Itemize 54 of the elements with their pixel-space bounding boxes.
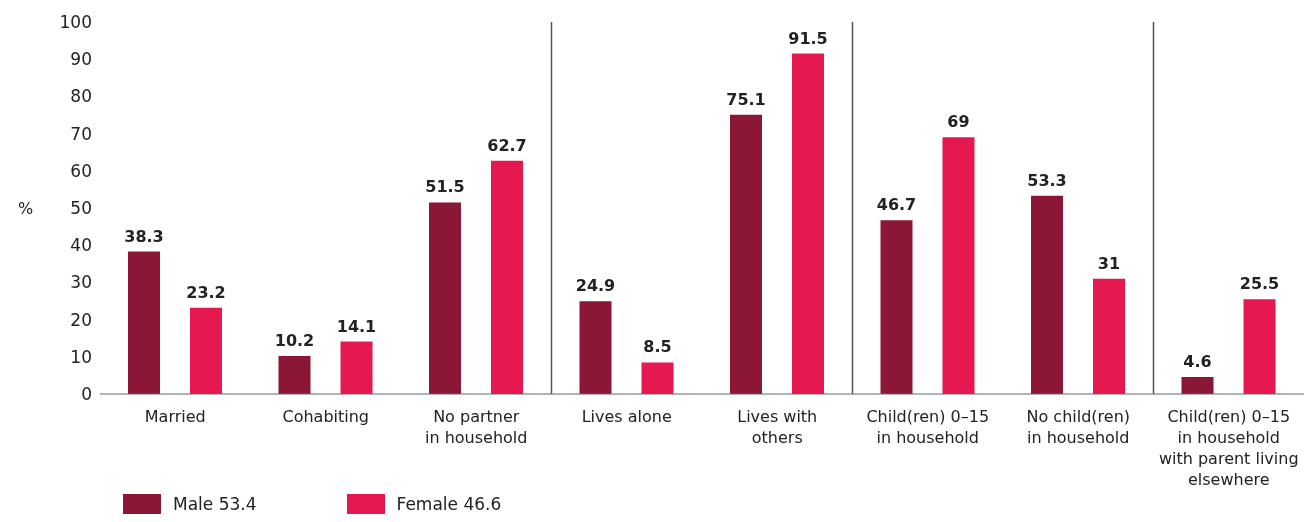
bar bbox=[340, 341, 373, 394]
bar bbox=[190, 307, 222, 394]
x-tick-label: No child(ren) in household bbox=[1026, 407, 1131, 447]
y-tick-label: 100 bbox=[59, 12, 92, 33]
bar bbox=[278, 356, 311, 394]
bar bbox=[792, 53, 824, 394]
bar bbox=[641, 362, 674, 394]
x-tick-label: Married bbox=[144, 407, 206, 426]
bar bbox=[1031, 195, 1063, 394]
y-axis-title: % bbox=[18, 198, 34, 218]
data-label: 69 bbox=[947, 112, 970, 132]
x-tick-label: Child(ren) 0–15 in household bbox=[866, 407, 990, 447]
data-label: 91.5 bbox=[788, 28, 828, 48]
data-label: 25.5 bbox=[1239, 274, 1280, 294]
y-tick-label: 60 bbox=[70, 160, 92, 181]
y-tick-label: 50 bbox=[70, 198, 92, 219]
x-tick-label: Child(ren) 0–15 in household with parent living elsewhere bbox=[1158, 407, 1299, 489]
y-tick-label: 30 bbox=[70, 272, 92, 293]
data-label: 62.7 bbox=[487, 135, 527, 155]
y-tick-label: 10 bbox=[70, 346, 92, 367]
x-tick-label: Lives with others bbox=[737, 407, 818, 447]
bar bbox=[579, 301, 612, 394]
x-tick-label: No partner in household bbox=[425, 407, 528, 447]
data-label: 51.5 bbox=[425, 177, 465, 197]
data-label: 31 bbox=[1097, 253, 1121, 273]
bar bbox=[730, 114, 762, 394]
y-tick-label: 40 bbox=[70, 235, 92, 256]
data-label: 23.2 bbox=[186, 282, 226, 302]
bar bbox=[429, 202, 461, 394]
y-tick-label: 0 bbox=[81, 384, 92, 405]
y-tick-label: 90 bbox=[70, 49, 92, 70]
data-label: 4.6 bbox=[1183, 351, 1212, 371]
data-label: 75.1 bbox=[726, 89, 766, 109]
bar bbox=[128, 251, 160, 394]
data-label: 14.1 bbox=[336, 316, 377, 336]
bar bbox=[1093, 278, 1125, 394]
data-label: 24.9 bbox=[575, 276, 616, 296]
legend-label: Male 53.4 bbox=[173, 494, 257, 514]
y-tick-label: 20 bbox=[70, 309, 92, 330]
legend-label: Female 46.6 bbox=[396, 494, 502, 514]
data-label: 46.7 bbox=[876, 195, 917, 215]
data-label: 38.3 bbox=[124, 226, 164, 246]
bar bbox=[1181, 376, 1214, 394]
bar bbox=[880, 220, 913, 394]
x-tick-label: Lives alone bbox=[581, 407, 672, 426]
bar bbox=[491, 160, 523, 394]
x-tick-label: Cohabiting bbox=[282, 407, 370, 426]
y-tick-label: 70 bbox=[70, 123, 92, 144]
data-label: 8.5 bbox=[643, 337, 672, 357]
bar bbox=[942, 137, 975, 394]
data-label: 53.3 bbox=[1027, 170, 1067, 190]
bar bbox=[1243, 299, 1276, 394]
y-tick-label: 80 bbox=[70, 86, 92, 107]
data-label: 10.2 bbox=[274, 331, 315, 351]
